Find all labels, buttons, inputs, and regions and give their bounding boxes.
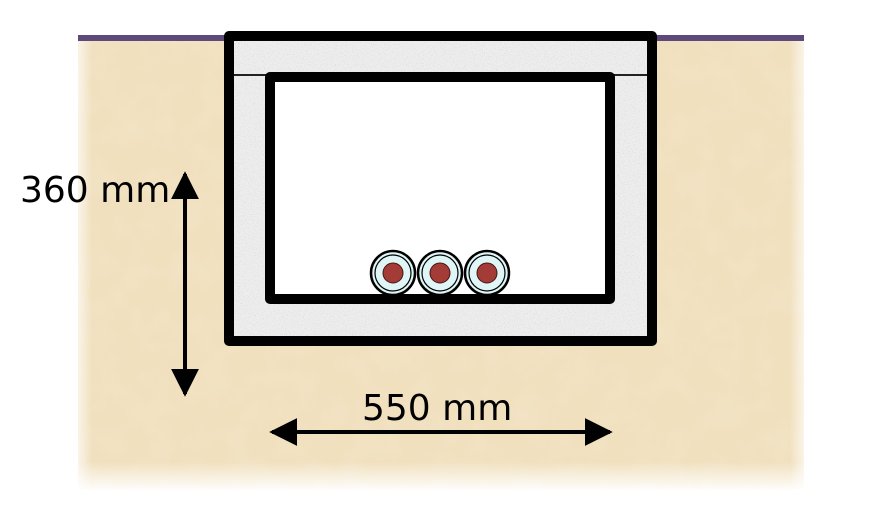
cable [416, 249, 464, 297]
width-dimension-label: 550 mm [362, 388, 513, 429]
trench-outer-wall [224, 31, 657, 346]
cable-insulation-ring [468, 254, 506, 292]
cable-core [429, 262, 451, 284]
cable [463, 249, 511, 297]
cable-group [369, 249, 511, 297]
cable-insulation-ring [374, 254, 412, 292]
depth-dimension-label: 360 mm [20, 170, 171, 211]
cable-core [476, 262, 498, 284]
cable-insulation-ring [421, 254, 459, 292]
cable [369, 249, 417, 297]
cable-core [382, 262, 404, 284]
